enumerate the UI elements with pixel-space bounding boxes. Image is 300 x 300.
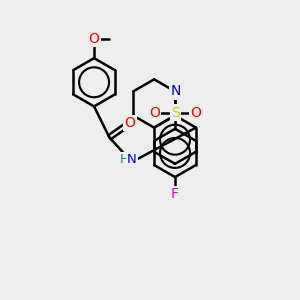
Text: F: F bbox=[171, 187, 179, 201]
Text: O: O bbox=[190, 106, 201, 120]
Text: N: N bbox=[170, 84, 181, 98]
Text: H: H bbox=[119, 153, 129, 166]
Text: S: S bbox=[171, 106, 179, 120]
Text: N: N bbox=[127, 153, 137, 166]
Text: O: O bbox=[124, 116, 135, 130]
Text: O: O bbox=[88, 32, 100, 46]
Text: O: O bbox=[149, 106, 160, 120]
